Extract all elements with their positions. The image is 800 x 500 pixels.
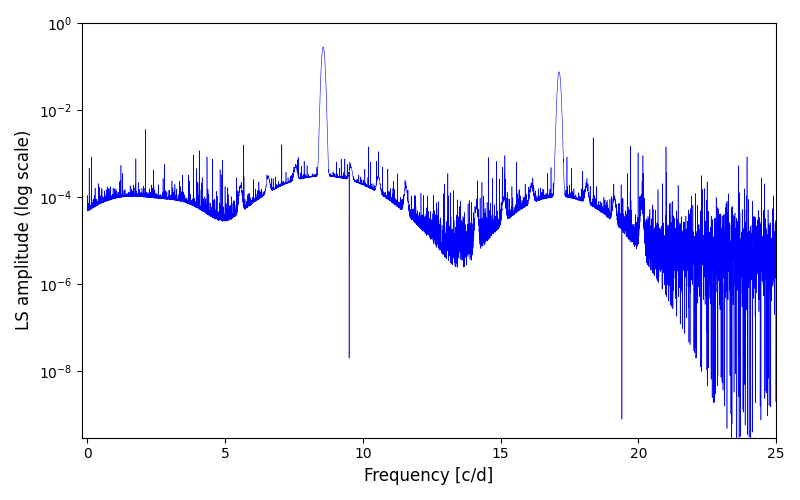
Y-axis label: LS amplitude (log scale): LS amplitude (log scale) [15, 130, 33, 330]
X-axis label: Frequency [c/d]: Frequency [c/d] [364, 467, 494, 485]
